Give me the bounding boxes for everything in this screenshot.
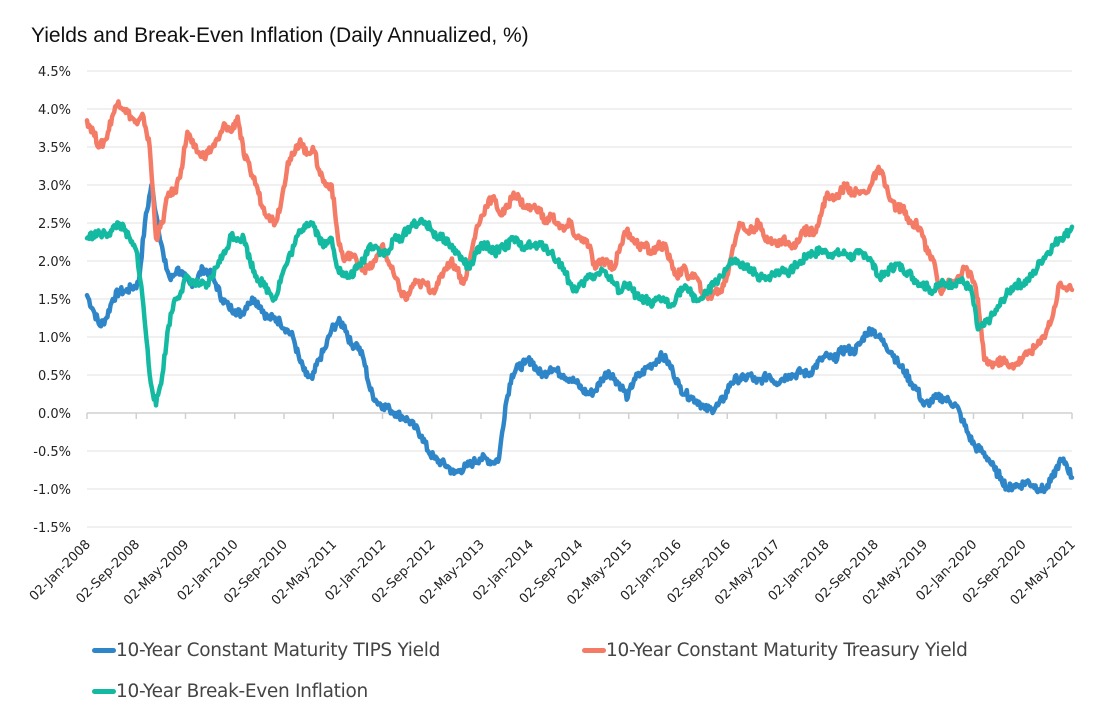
legend-label-break-even-inflation: 10-Year Break-Even Inflation xyxy=(116,681,368,702)
y-axis-tick-labels: 4.5% 4.0% 3.5% 3.0% 2.5% 2.0% 1.5% 1.0% 0.5% 0.0%… xyxy=(33,65,71,536)
legend-item-tips-yield[interactable]: 10-Year Constant Maturity TIPS Yield xyxy=(92,640,440,661)
chart-title: Yields and Break-Even Inflation (Daily A… xyxy=(31,24,529,47)
gridlines xyxy=(87,70,1072,528)
x-axis-tick-labels: 02-Jan-200802-Sep-200802-May-200902-Jan-… xyxy=(27,537,1079,608)
x-axis xyxy=(86,412,1073,419)
y-tick-label: 3.5% xyxy=(38,141,71,156)
legend-swatch-tips-icon xyxy=(92,648,116,653)
legend-item-treasury-yield[interactable]: 10-Year Constant Maturity Treasury Yield xyxy=(582,640,968,661)
y-tick-label: 3.0% xyxy=(38,179,71,194)
y-tick-label: -1.0% xyxy=(33,483,71,498)
y-tick-label: 0.0% xyxy=(38,407,71,422)
legend-label-treasury-yield: 10-Year Constant Maturity Treasury Yield xyxy=(606,640,968,661)
y-tick-label: -1.5% xyxy=(33,521,71,536)
y-tick-label: 1.0% xyxy=(38,331,71,346)
y-tick-label: -0.5% xyxy=(33,445,71,460)
y-tick-label: 2.0% xyxy=(38,255,71,270)
y-tick-label: 1.5% xyxy=(38,293,71,308)
y-tick-label: 4.0% xyxy=(38,103,71,118)
y-tick-label: 2.5% xyxy=(38,217,71,232)
series-line-10-year-break-even-inflation xyxy=(84,216,1075,408)
legend-swatch-bei-icon xyxy=(92,689,116,694)
series-lines xyxy=(84,99,1075,495)
series-line-10-year-constant-maturity-treasury-yield xyxy=(84,99,1075,371)
legend-item-break-even-inflation[interactable]: 10-Year Break-Even Inflation xyxy=(92,681,368,702)
y-tick-label: 0.5% xyxy=(38,369,71,384)
legend-swatch-treasury-icon xyxy=(582,648,606,653)
legend-label-tips-yield: 10-Year Constant Maturity TIPS Yield xyxy=(116,640,441,661)
series-line-10-year-constant-maturity-tips-yield xyxy=(84,182,1075,495)
y-tick-label: 4.5% xyxy=(38,65,71,80)
